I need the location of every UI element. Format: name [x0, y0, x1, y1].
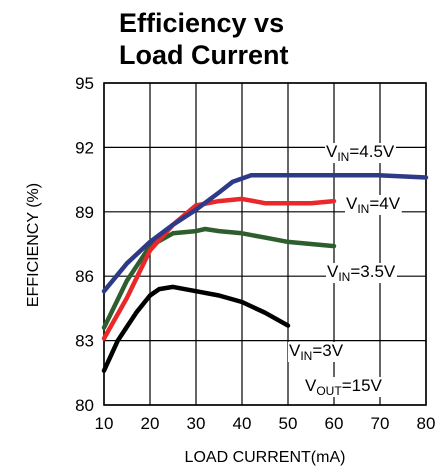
chart-title: Efficiency vs Load Current [119, 8, 289, 70]
curve-label: VIN=3.5V [327, 262, 396, 284]
curve-label: VIN=4V [346, 194, 401, 216]
y-tick-label: 92 [75, 138, 94, 157]
curve-label-bg [326, 263, 397, 283]
curve-label: VOUT=15V [305, 376, 383, 398]
series-line [101, 173, 429, 294]
x-tick-label: 60 [325, 414, 344, 433]
curve-label-bg [304, 377, 384, 397]
curve-label: VIN=4.5V [326, 142, 395, 164]
x-tick-label: 50 [279, 414, 298, 433]
axis-ticks: 10 20 30 40 50 60 70 80 80 83 86 89 92 95 [75, 74, 435, 433]
y-tick-label: 83 [75, 332, 94, 351]
chart-title-line-2: Load Current [119, 40, 289, 70]
x-tick-label: 20 [141, 414, 160, 433]
x-tick-label: 40 [233, 414, 252, 433]
y-tick-label: 80 [75, 396, 94, 415]
curve-annotations: VIN=4.5V VIN=4V VIN=3.5V VIN=3V VOUT=15V [288, 142, 402, 398]
series-line [101, 284, 291, 373]
series-lines [101, 173, 429, 373]
series-line [101, 226, 337, 330]
curve-label-bg [325, 143, 396, 163]
curve-label-bg [345, 195, 402, 215]
curve-label: VIN=3V [289, 341, 344, 363]
chart-title-line-1: Efficiency vs [119, 8, 284, 38]
y-tick-label: 95 [75, 74, 94, 93]
x-tick-label: 30 [187, 414, 206, 433]
y-axis-label: EFFICIENCY (%) [25, 183, 42, 307]
plot-frame [103, 82, 427, 406]
x-tick-label: 70 [371, 414, 390, 433]
y-tick-label: 86 [75, 267, 94, 286]
curve-label-bg [288, 342, 345, 362]
series-line [101, 196, 337, 341]
x-tick-label: 80 [417, 414, 436, 433]
x-tick-label: 10 [95, 414, 114, 433]
y-tick-label: 89 [75, 203, 94, 222]
x-axis-label: LOAD CURRENT(mA) [185, 449, 346, 466]
